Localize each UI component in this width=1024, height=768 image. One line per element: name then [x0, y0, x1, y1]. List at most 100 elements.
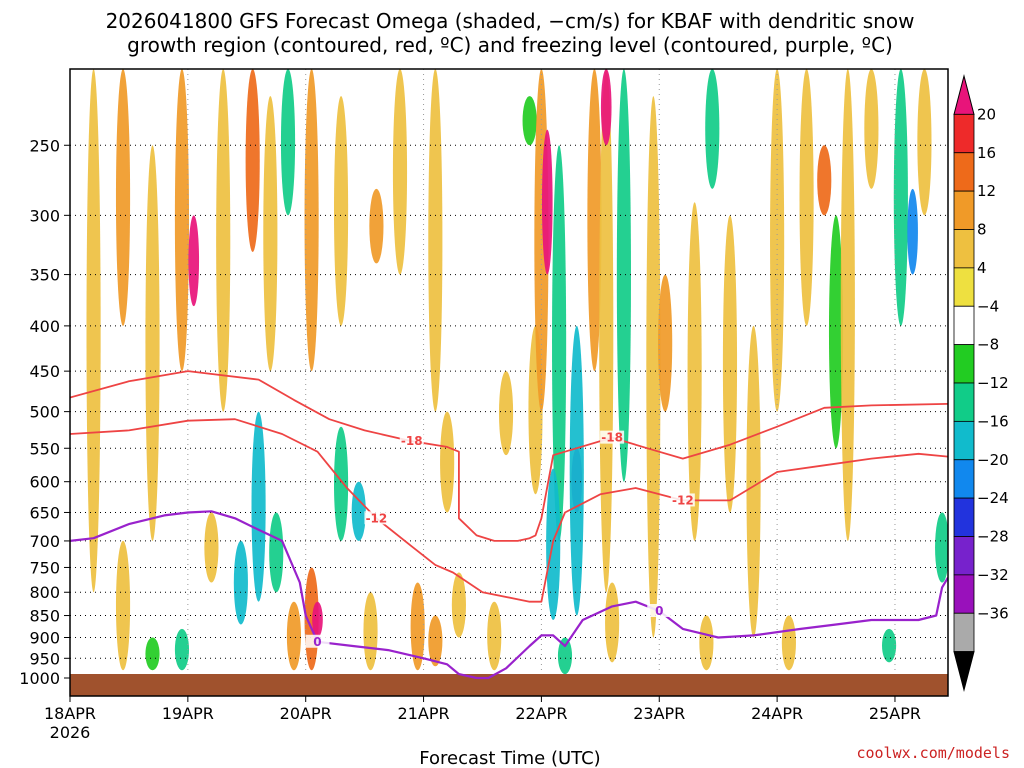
colorbar-label: −4 [977, 297, 999, 315]
omega-patch [428, 615, 443, 667]
colorbar-label: −32 [977, 566, 1009, 584]
x-tick-label: 18APR [44, 704, 96, 723]
omega-patch [410, 582, 425, 671]
omega-patch [522, 96, 537, 146]
colorbar-band [953, 382, 975, 422]
omega-patch [333, 96, 349, 326]
contour-label: 0 [313, 635, 321, 649]
omega-patch [722, 215, 738, 513]
pressure-axis: 250 300 350 400 450 500 550 600 650 700 750 800 850 9… [19, 136, 70, 688]
x-axis-label: Forecast Time (UTC) [419, 748, 600, 768]
colorbar-band [953, 152, 975, 192]
omega-patch [552, 145, 567, 541]
omega-patch [569, 325, 584, 616]
omega-patch [233, 540, 248, 625]
omega-patch [451, 572, 466, 638]
y-tick-label: 400 [29, 317, 60, 336]
omega-patch [770, 69, 785, 412]
colorbar-label: 12 [977, 182, 996, 200]
omega-patch [605, 582, 620, 663]
y-tick-label: 550 [29, 439, 60, 458]
chart-title-line-1: 2026041800 GFS Forecast Omega (shaded, −… [106, 9, 915, 33]
temperature-contours: -18 -18 -12 -12 0 0 [70, 370, 948, 680]
contour-label: -18 [401, 434, 423, 448]
omega-patch [174, 628, 190, 671]
colorbar-label: 16 [977, 144, 996, 162]
ground-surface [70, 674, 948, 696]
omega-patch [587, 69, 602, 372]
omega-patch [188, 215, 200, 307]
x-tick-label: 20APR [280, 704, 332, 723]
y-tick-label: 900 [29, 629, 60, 648]
contour-label: -12 [366, 511, 388, 525]
omega-patch [599, 69, 614, 593]
contour-label-bg [600, 430, 625, 444]
contour-label-bg [399, 434, 424, 448]
omega-patch [363, 592, 378, 671]
colorbar-label: −20 [977, 451, 1009, 469]
x-tick-label: 21APR [398, 704, 450, 723]
colorbar-band [953, 113, 975, 154]
y-tick-label: 250 [29, 136, 60, 155]
contour-label: -18 [601, 431, 623, 445]
x-tick-label: 25APR [869, 704, 921, 723]
x-tick-label: 23APR [633, 704, 685, 723]
colorbar-band [953, 612, 975, 653]
colorbar-label: −12 [977, 374, 1009, 392]
y-tick-label: 350 [29, 266, 60, 285]
plot-frame [69, 68, 949, 697]
omega-patch [746, 325, 761, 638]
omega-patch [251, 411, 266, 602]
omega-patch [115, 69, 131, 326]
colorbar-band [953, 497, 975, 537]
omega-patch [917, 69, 932, 216]
omega-patch [658, 274, 673, 412]
y-tick-label: 850 [29, 607, 60, 626]
colorbar-band [953, 420, 975, 461]
y-tick-label: 650 [29, 503, 60, 522]
contour-line--18 [70, 370, 948, 542]
time-axis: 18APR 19APR 20APR 21APR 22APR 23APR 24APR 25APR [44, 696, 921, 723]
colorbar-band-top [953, 74, 975, 115]
omega-patch [616, 69, 631, 482]
omega-patch [280, 69, 296, 216]
omega-patch [204, 512, 219, 583]
omega-patch [392, 69, 408, 275]
colorbar-band [953, 574, 975, 614]
omega-patch [781, 615, 796, 671]
y-tick-label: 1000 [19, 669, 60, 688]
colorbar-band [953, 344, 975, 384]
x-tick-label: 22APR [515, 704, 567, 723]
omega-patch [828, 215, 844, 449]
colorbar-label: −16 [977, 412, 1009, 430]
omega-shading [86, 69, 948, 675]
colorbar-label: 20 [977, 105, 996, 123]
omega-patch [304, 69, 319, 372]
omega-patch [351, 481, 366, 541]
omega-patch [312, 601, 323, 638]
contour-label-bg [364, 511, 389, 525]
omega-patch [487, 601, 502, 671]
colorbar: 20 16 12 8 4 −4 −8 −12 −16 −20 −24 −28 −32 −36 [953, 74, 1009, 692]
x-tick-label: 19APR [162, 704, 214, 723]
omega-patch [687, 202, 702, 541]
colorbar-label: 8 [977, 221, 987, 239]
omega-patch [269, 512, 284, 593]
colorbar-label: 4 [977, 259, 987, 277]
y-tick-label: 750 [29, 558, 60, 577]
contour-label: 0 [655, 604, 663, 618]
contour-label: -12 [672, 493, 694, 507]
y-tick-label: 950 [29, 649, 60, 668]
y-tick-label: 600 [29, 473, 60, 492]
colorbar-label: −36 [977, 604, 1009, 622]
x-tick-label: 24APR [751, 704, 803, 723]
omega-patch [115, 540, 131, 671]
contour-label-bg [670, 493, 695, 507]
omega-patch [286, 601, 301, 671]
omega-patch [817, 145, 832, 216]
colorbar-band [953, 190, 975, 230]
y-tick-label: 300 [29, 206, 60, 225]
omega-patch [646, 96, 661, 638]
contour-line--12 [70, 418, 948, 603]
